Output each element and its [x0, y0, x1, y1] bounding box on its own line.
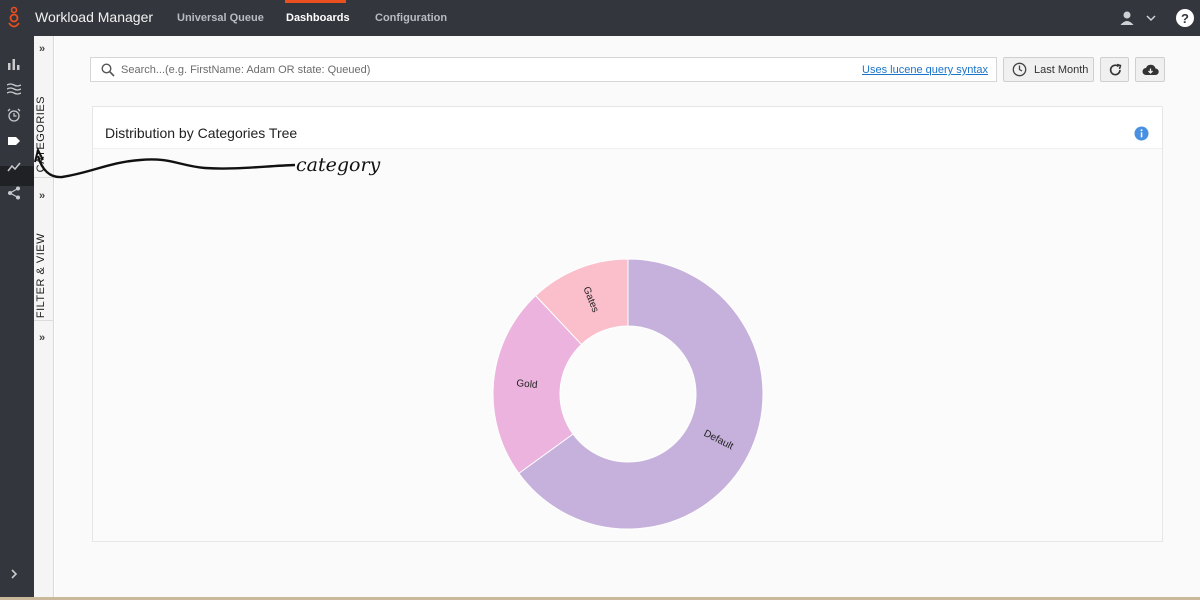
card-header: Distribution by Categories Tree — [93, 107, 1162, 149]
refresh-icon — [1109, 63, 1122, 76]
tab-dashboards[interactable]: Dashboards — [286, 12, 350, 24]
share-icon[interactable] — [7, 186, 21, 200]
search-placeholder: Search...(e.g. FirstName: Adam OR state:… — [121, 64, 371, 76]
alarm-clock-icon[interactable] — [7, 108, 21, 122]
trend-line-icon[interactable] — [7, 160, 21, 174]
chevron-right-icon[interactable] — [7, 567, 21, 581]
svg-text:?: ? — [1181, 11, 1189, 26]
donut-slice-gold[interactable] — [492, 294, 583, 475]
help-icon[interactable]: ? — [1175, 8, 1195, 28]
filter-view-panel-tab[interactable]: » FILTER & VIEW — [34, 178, 54, 321]
time-period-button[interactable]: Last Month — [1003, 57, 1094, 82]
donut-slice-gates[interactable] — [534, 258, 629, 346]
donut-slice-default[interactable] — [518, 258, 764, 530]
user-icon[interactable] — [1119, 10, 1135, 26]
distribution-card: Distribution by Categories Tree Default G… — [92, 106, 1163, 542]
top-bar: Workload Manager Universal Queue Dashboa… — [0, 0, 1200, 36]
download-button[interactable] — [1135, 57, 1165, 82]
bottom-edge — [0, 597, 1200, 600]
expand-panel-icon[interactable]: » — [39, 332, 46, 344]
waves-icon[interactable] — [7, 82, 21, 96]
info-icon[interactable] — [1134, 126, 1149, 141]
tab-configuration[interactable]: Configuration — [375, 12, 448, 24]
categories-panel-tab[interactable]: » CATEGORIES — [34, 36, 54, 178]
refresh-button[interactable] — [1100, 57, 1129, 82]
chevron-down-icon[interactable] — [1145, 12, 1157, 24]
main-content: Search...(e.g. FirstName: Adam OR state:… — [55, 36, 1200, 600]
card-title: Distribution by Categories Tree — [105, 125, 298, 141]
clock-icon — [1012, 62, 1027, 77]
app-title: Workload Manager — [35, 9, 154, 25]
bar-chart-icon[interactable] — [7, 57, 21, 71]
cloud-download-icon — [1142, 64, 1159, 75]
donut-label-gold: Gold — [516, 378, 538, 391]
active-tab-indicator — [285, 0, 346, 3]
genesys-logo-icon[interactable] — [6, 5, 22, 31]
annotation-label: category — [296, 154, 381, 176]
annotation-arrow — [34, 147, 296, 179]
expand-categories-icon[interactable]: » — [39, 43, 46, 55]
lucene-syntax-link[interactable]: Uses lucene query syntax — [862, 64, 988, 76]
filter-view-panel-label[interactable]: FILTER & VIEW — [35, 233, 47, 319]
tab-universal-queue[interactable]: Universal Queue — [177, 12, 264, 24]
search-input[interactable]: Search...(e.g. FirstName: Adam OR state:… — [90, 57, 997, 82]
tag-icon[interactable] — [7, 134, 21, 148]
left-icon-rail — [0, 36, 34, 600]
side-panel-tabs: » CATEGORIES » FILTER & VIEW » — [34, 36, 54, 600]
expand-filter-view-icon[interactable]: » — [39, 190, 46, 202]
time-period-label: Last Month — [1034, 64, 1089, 76]
search-icon — [101, 63, 115, 77]
